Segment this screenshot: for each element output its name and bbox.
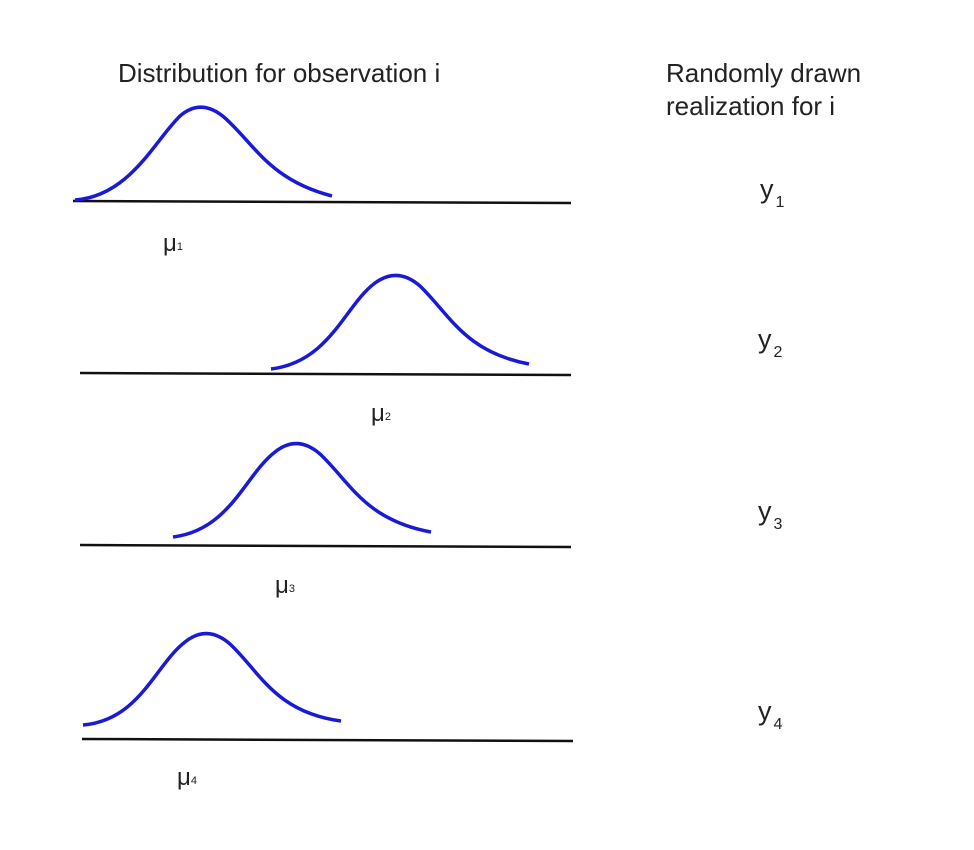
mean-label-3: μ3 xyxy=(275,572,295,603)
baseline-1 xyxy=(72,199,572,205)
bell-curve-3 xyxy=(172,441,432,539)
mu-symbol: μ xyxy=(371,400,385,427)
bell-curve-2 xyxy=(270,273,530,371)
y-symbol: y xyxy=(758,324,772,354)
bell-curve-1 xyxy=(74,105,333,202)
realization-heading-line-2: realization for i xyxy=(666,91,836,121)
mu-symbol: μ xyxy=(177,764,191,791)
mu-subscript: 3 xyxy=(288,583,295,595)
y-subscript: 3 xyxy=(773,516,783,533)
mean-label-2: μ2 xyxy=(371,400,391,431)
mean-label-4: μ4 xyxy=(177,764,197,795)
realization-heading: Randomly drawn realization for i xyxy=(666,57,861,123)
mu-symbol: μ xyxy=(163,230,177,257)
y-symbol: y xyxy=(758,496,772,526)
baseline-2 xyxy=(79,371,572,377)
y-subscript: 2 xyxy=(773,344,783,361)
y-symbol: y xyxy=(758,696,772,726)
mu-subscript: 4 xyxy=(190,775,197,787)
mu-symbol: μ xyxy=(275,572,289,599)
distribution-heading: Distribution for observation i xyxy=(118,58,441,88)
mean-label-1: μ1 xyxy=(163,230,183,261)
y-subscript: 1 xyxy=(775,194,785,211)
mu-subscript: 2 xyxy=(384,411,391,423)
bell-curve-4 xyxy=(82,631,342,727)
mu-subscript: 1 xyxy=(176,241,183,253)
y-subscript: 4 xyxy=(773,716,783,733)
baseline-4 xyxy=(81,737,574,743)
baseline-3 xyxy=(79,543,572,549)
realization-heading-line-1: Randomly drawn xyxy=(666,58,862,88)
y-symbol: y xyxy=(760,174,774,204)
